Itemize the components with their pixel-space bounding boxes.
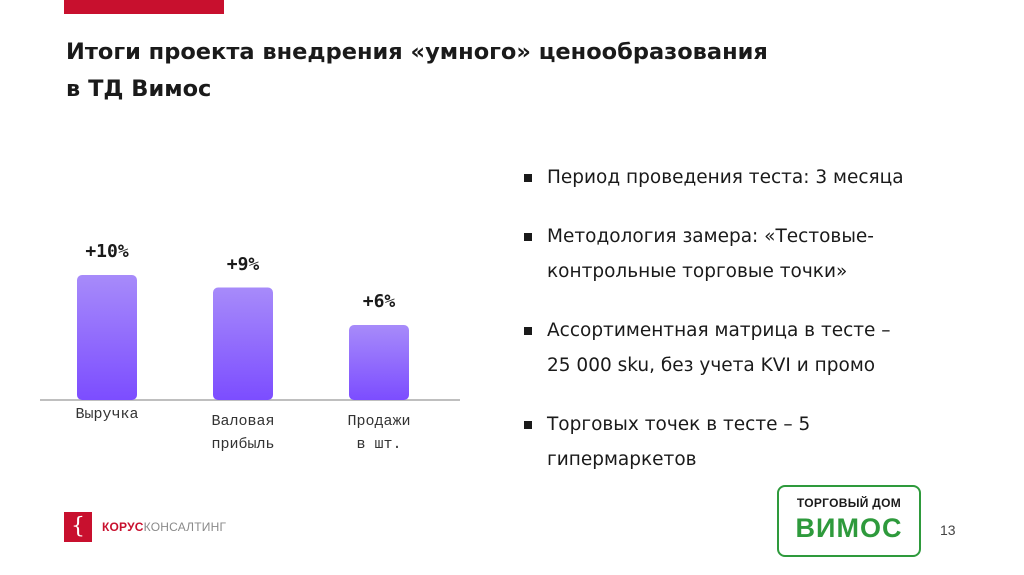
korus-logo-part1: КОРУС <box>102 520 144 534</box>
korus-logo-part2: КОНСАЛТИНГ <box>143 520 227 534</box>
bullet-text: Методология замера: «Тестовые- <box>547 226 874 247</box>
data-label-3: +6% <box>362 291 396 312</box>
vimos-logo-top: ТОРГОВЫЙ ДОМ <box>796 496 902 510</box>
bullet-text: Торговых точек в тесте – 5 <box>547 414 811 435</box>
top-accent-bar <box>64 0 224 14</box>
bar-1 <box>77 275 137 400</box>
korus-logo: { КОРУСКОНСАЛТИНГ <box>64 512 226 542</box>
category-label-1: Выручка <box>47 403 167 426</box>
korus-brace-icon: { <box>64 512 92 542</box>
bullet-square-icon <box>524 174 532 182</box>
page-title: Итоги проекта внедрения «умного» ценообр… <box>66 34 768 108</box>
bullet-text: гипермаркетов <box>547 449 697 470</box>
chart-canvas <box>40 275 460 401</box>
bullet-square-icon <box>524 233 532 241</box>
bar-3 <box>349 325 409 400</box>
bullet-square-icon <box>524 327 532 335</box>
korus-logo-text: КОРУСКОНСАЛТИНГ <box>102 520 226 534</box>
bar-chart: +10% Выручка +9% Валовая прибыль +6% Продажи в … <box>40 230 460 470</box>
bullet-list: Период проведения теста: 3 месяца Методо… <box>522 160 962 501</box>
bullet-text: Ассортиментная матрица в тесте – <box>547 320 891 341</box>
bar-2 <box>213 287 273 400</box>
category-label-line: в шт. <box>356 436 402 453</box>
bullet-square-icon <box>524 421 532 429</box>
bullet-text: Период проведения теста: 3 месяца <box>547 167 904 188</box>
category-label-line: Валовая <box>211 413 275 430</box>
vimos-logo-name: ВИМОС <box>795 513 903 543</box>
bullet-item-methodology: Методология замера: «Тестовые- контрольн… <box>522 219 962 289</box>
title-line-1: Итоги проекта внедрения «умного» ценообр… <box>66 39 768 65</box>
data-label-2: +9% <box>226 253 260 275</box>
category-label-line: прибыль <box>211 436 275 453</box>
bullet-text: 25 000 sku, без учета KVI и промо <box>547 355 876 376</box>
bullet-item-assortment: Ассортиментная матрица в тесте – 25 000 … <box>522 313 962 383</box>
bullet-text: контрольные торговые точки» <box>547 261 848 282</box>
title-line-2: в ТД Вимос <box>66 76 212 102</box>
page-number: 13 <box>940 522 956 538</box>
bullet-item-period: Период проведения теста: 3 месяца <box>522 160 962 195</box>
data-label-1: +10% <box>85 241 129 262</box>
category-label-3: Продажи в шт. <box>319 410 439 456</box>
category-label-2: Валовая прибыль <box>183 410 303 456</box>
category-label-line: Выручка <box>75 406 139 423</box>
bullet-item-stores: Торговых точек в тесте – 5 гипермаркетов <box>522 407 962 477</box>
category-label-line: Продажи <box>347 413 411 430</box>
vimos-logo: ТОРГОВЫЙ ДОМ ВИМОС <box>777 485 921 557</box>
